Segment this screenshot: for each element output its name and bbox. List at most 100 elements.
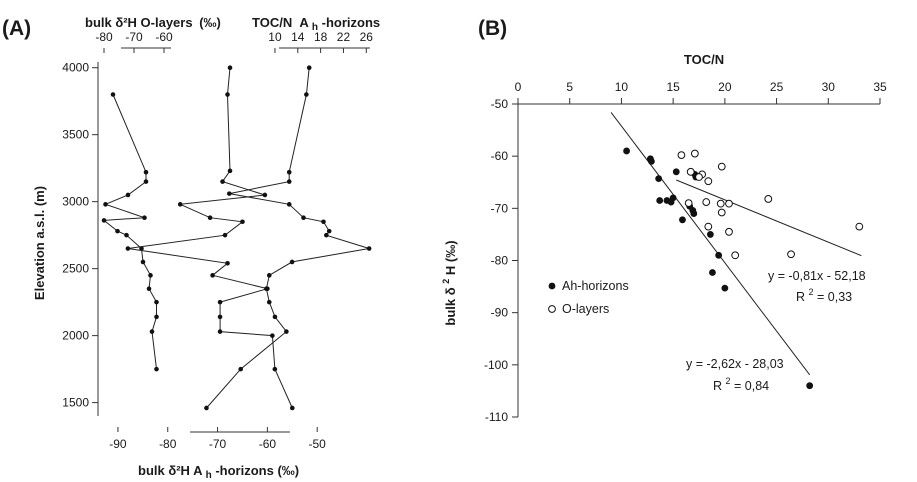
top_right-tick-label: 14 bbox=[291, 30, 305, 44]
o-layer-point bbox=[725, 199, 733, 208]
top-right-axis-title-main: A bbox=[299, 15, 309, 30]
regression-line-o-layers bbox=[676, 179, 862, 257]
profile-point bbox=[266, 299, 272, 305]
panel-b-y-axis-label: bulk δ 2 H (‰) bbox=[437, 240, 458, 325]
ah-r2-value: = 0,84 bbox=[734, 379, 769, 393]
ah-r2-sup: 2 bbox=[726, 376, 731, 386]
ah-point bbox=[669, 194, 677, 202]
profile-point bbox=[142, 215, 147, 221]
y-tick-label: -90 bbox=[491, 306, 509, 320]
profile-point bbox=[227, 65, 233, 70]
ah-point bbox=[679, 216, 686, 224]
bottom-axis-title-suffix: -horizons (‰) bbox=[215, 463, 299, 478]
profile-point bbox=[139, 246, 144, 251]
profile-point bbox=[264, 286, 269, 292]
x-tick-label: 10 bbox=[615, 80, 629, 94]
y-tick-label: 1500 bbox=[62, 396, 89, 410]
bottom-tick-label: -50 bbox=[309, 437, 327, 451]
o-layer-point bbox=[764, 195, 773, 203]
o-layer-point bbox=[717, 162, 726, 171]
profile-point bbox=[217, 299, 223, 305]
ah-equation: y = -2,62x - 28,03 bbox=[686, 357, 784, 371]
profile-point bbox=[266, 273, 272, 278]
o-layer-point bbox=[704, 177, 713, 186]
profile-point bbox=[289, 405, 295, 411]
top_right-tick-label: 10 bbox=[268, 30, 282, 44]
profile-point bbox=[304, 92, 309, 97]
ah-point bbox=[715, 251, 723, 259]
panel-a-label: (A) bbox=[2, 17, 31, 40]
bottom-tick-label: -60 bbox=[259, 437, 277, 451]
bottom-tick-label: -80 bbox=[159, 437, 177, 451]
profile-point bbox=[220, 179, 225, 184]
o-layer-point bbox=[704, 222, 713, 231]
profile-point bbox=[238, 366, 244, 372]
ah-r2: R 2 = 0,84 bbox=[713, 373, 769, 393]
y-tick-label: 3500 bbox=[62, 128, 89, 142]
bottom-tick-label: -70 bbox=[209, 437, 227, 451]
y-tick-label: -110 bbox=[485, 410, 508, 424]
panel-b-y-label-suffix: H (‰) bbox=[443, 240, 458, 275]
x-tick-label: 35 bbox=[873, 80, 887, 94]
y-tick-label: 4000 bbox=[62, 61, 89, 75]
y-tick-label: -60 bbox=[491, 149, 509, 163]
y-tick-label: -80 bbox=[491, 254, 509, 268]
profile-point bbox=[125, 246, 131, 251]
profile-point bbox=[262, 192, 268, 198]
profile-point bbox=[149, 329, 155, 334]
o-layer-point bbox=[716, 199, 725, 208]
y-tick-label: 2500 bbox=[62, 262, 89, 276]
o-layer-point bbox=[686, 167, 695, 176]
o-layer-point bbox=[717, 208, 726, 217]
profile-point bbox=[286, 169, 292, 175]
profile-point bbox=[143, 179, 149, 184]
profile-point bbox=[326, 228, 332, 234]
profile-point bbox=[124, 232, 129, 238]
legend-ah-label: Ah-horizons bbox=[562, 279, 629, 293]
ah-point bbox=[672, 168, 680, 176]
profile-point bbox=[284, 329, 289, 334]
profile-point bbox=[272, 314, 278, 320]
top_left-tick-label: -60 bbox=[155, 30, 173, 44]
top_right-tick-label: 18 bbox=[314, 30, 328, 44]
o-layers-r2-sup: 2 bbox=[809, 287, 814, 297]
top-right-axis-title-sub: h bbox=[312, 22, 318, 33]
o-layers-equation: y = -0,81x - 52,18 bbox=[768, 269, 866, 283]
top_left-tick-label: -80 bbox=[95, 30, 113, 44]
legend-o-marker bbox=[548, 305, 556, 313]
ah-point bbox=[721, 284, 729, 292]
panel-b-points bbox=[623, 147, 864, 390]
profile-point bbox=[286, 202, 292, 207]
o-layer-point bbox=[731, 251, 740, 260]
o-layer-point bbox=[677, 151, 686, 160]
ah-point bbox=[709, 269, 716, 276]
bottom-axis-ticks: -90 -80 -70 -60 -50 bbox=[109, 427, 326, 451]
profile-point bbox=[226, 191, 232, 196]
panel-b-y-label-prefix: bulk δ bbox=[443, 287, 458, 325]
profile-point bbox=[204, 405, 209, 411]
regression-line-ah-horizons bbox=[610, 112, 811, 376]
o-layer-point bbox=[787, 250, 795, 259]
profile-point bbox=[103, 202, 108, 207]
profile-point bbox=[301, 215, 306, 221]
ah-point bbox=[690, 210, 698, 217]
o-layer-point bbox=[695, 173, 703, 181]
top-right-axis-ticks: 10 14 18 22 26 bbox=[268, 30, 373, 53]
top-right-axis-title-prefix: TOC/N bbox=[252, 15, 292, 30]
o-layer-point bbox=[702, 198, 711, 206]
top_right-tick-label: 22 bbox=[337, 30, 351, 44]
top-left-axis-title-text: bulk δ²H O-layers bbox=[85, 15, 193, 30]
top-right-axis-title-suffix: -horizons bbox=[322, 15, 381, 30]
ah-point bbox=[706, 231, 714, 238]
x-tick-label: 15 bbox=[666, 80, 680, 94]
panel-a-series bbox=[101, 65, 372, 411]
profile-point bbox=[272, 366, 278, 372]
profile-point bbox=[324, 232, 329, 238]
profile-point bbox=[110, 92, 116, 97]
panel-b-y-label-sup: 2 bbox=[441, 279, 451, 284]
o-layer-point bbox=[690, 149, 699, 158]
profile-point bbox=[306, 65, 312, 70]
bottom-axis-title-prefix: bulk δ²H A bbox=[138, 463, 203, 478]
panel-a: (A) bulk δ²H O-layers (‰) TOC/N A h -hor… bbox=[2, 15, 380, 481]
profile-point bbox=[286, 179, 292, 184]
